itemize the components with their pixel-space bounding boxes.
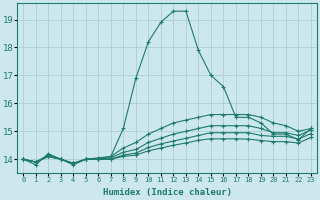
X-axis label: Humidex (Indice chaleur): Humidex (Indice chaleur) (103, 188, 232, 197)
